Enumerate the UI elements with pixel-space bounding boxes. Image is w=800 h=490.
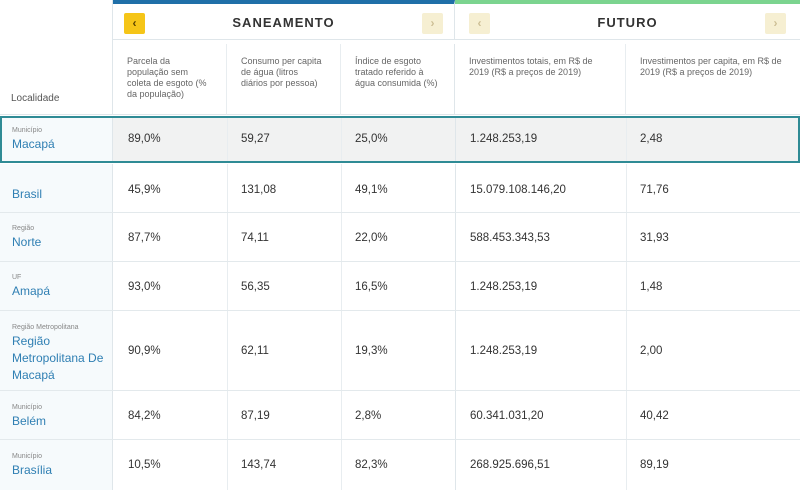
- saneamento-prev-button[interactable]: ‹: [124, 13, 145, 34]
- column-header[interactable]: Investimentos per capita, em R$ de 2019 …: [626, 44, 800, 115]
- location-link[interactable]: Região Metropolitana De Macapá: [12, 334, 104, 382]
- localidade-label: Localidade: [11, 93, 60, 104]
- cell-value: 62,11: [241, 345, 269, 357]
- futuro-prev-button[interactable]: ‹: [469, 13, 490, 34]
- table-row[interactable]: UF Amapá 93,0% 56,35 16,5% 1.248.253,19 …: [0, 262, 800, 311]
- cell-value: 49,1%: [355, 184, 388, 196]
- cell-value: 588.453.343,53: [470, 232, 550, 244]
- cell-value: 10,5%: [128, 459, 161, 471]
- table-row[interactable]: Região Metropolitana Região Metropolitan…: [0, 311, 800, 391]
- group-saneamento: ‹ SANEAMENTO ›: [113, 0, 455, 40]
- futuro-next-button[interactable]: ›: [765, 13, 786, 34]
- cell-value: 74,11: [241, 232, 269, 244]
- row-location[interactable]: Município Macapá: [0, 116, 113, 162]
- location-link[interactable]: Brasil: [12, 187, 43, 201]
- cell-value: 19,3%: [355, 345, 388, 357]
- table-row[interactable]: Município Brasília 10,5% 143,74 82,3% 26…: [0, 440, 800, 490]
- column-header[interactable]: Consumo per capita de água (litros diári…: [227, 44, 341, 115]
- location-type: Município: [12, 453, 42, 460]
- cell-value: 45,9%: [128, 184, 161, 196]
- localidade-header: Localidade: [0, 0, 113, 115]
- cell-value: 25,0%: [355, 133, 388, 145]
- table-row[interactable]: Brasil 45,9% 131,08 49,1% 15.079.108.146…: [0, 164, 800, 213]
- chevron-left-icon: ‹: [132, 16, 137, 30]
- cell-value: 268.925.696,51: [470, 459, 550, 471]
- location-link[interactable]: Amapá: [12, 284, 51, 298]
- cell-value: 87,19: [241, 410, 270, 422]
- row-location[interactable]: Município Brasília: [0, 440, 113, 490]
- cell-value: 2,8%: [355, 410, 382, 422]
- chevron-right-icon: ›: [773, 16, 778, 30]
- table-row[interactable]: Município Macapá 89,0% 59,27 25,0% 1.248…: [0, 116, 800, 163]
- cell-value: 1.248.253,19: [470, 133, 538, 145]
- cell-value: 1.248.253,19: [470, 345, 538, 357]
- chevron-right-icon: ›: [430, 16, 435, 30]
- cell-value: 87,7%: [128, 232, 161, 244]
- cell-value: 82,3%: [355, 459, 388, 471]
- column-header[interactable]: Índice de esgoto tratado referido à água…: [341, 44, 455, 115]
- cell-value: 1,48: [640, 281, 663, 293]
- row-location[interactable]: UF Amapá: [0, 262, 113, 310]
- cell-value: 93,0%: [128, 281, 161, 293]
- row-location[interactable]: Brasil: [0, 164, 113, 212]
- table-row[interactable]: Município Belém 84,2% 87,19 2,8% 60.341.…: [0, 391, 800, 440]
- cell-value: 2,48: [640, 133, 663, 145]
- cell-value: 71,76: [640, 184, 669, 196]
- location-link[interactable]: Belém: [12, 414, 47, 428]
- row-location[interactable]: Região Metropolitana Região Metropolitan…: [0, 311, 113, 390]
- cell-value: 59,27: [241, 133, 270, 145]
- cell-value: 60.341.031,20: [470, 410, 544, 422]
- chevron-left-icon: ‹: [477, 16, 482, 30]
- cell-value: 40,42: [640, 410, 669, 422]
- location-link[interactable]: Norte: [12, 235, 42, 249]
- cell-value: 31,93: [640, 232, 669, 244]
- location-type: UF: [12, 274, 22, 281]
- cell-value: 22,0%: [355, 232, 388, 244]
- saneamento-title: SANEAMENTO: [232, 15, 335, 30]
- location-type: Região: [12, 225, 35, 232]
- cell-value: 2,00: [640, 345, 663, 357]
- cell-value: 131,08: [241, 184, 277, 196]
- location-link[interactable]: Brasília: [12, 463, 53, 477]
- location-type: Município: [12, 127, 42, 134]
- location-link[interactable]: Macapá: [12, 137, 55, 151]
- row-location[interactable]: Região Norte: [0, 213, 113, 261]
- group-futuro: ‹ FUTURO ›: [455, 0, 800, 40]
- cell-value: 16,5%: [355, 281, 388, 293]
- location-type: Município: [12, 404, 42, 411]
- table-row[interactable]: Região Norte 87,7% 74,11 22,0% 588.453.3…: [0, 213, 800, 262]
- cell-value: 84,2%: [128, 410, 161, 422]
- cell-value: 90,9%: [128, 345, 161, 357]
- cell-value: 56,35: [241, 281, 270, 293]
- cell-value: 143,74: [241, 459, 277, 471]
- cell-value: 1.248.253,19: [470, 281, 538, 293]
- location-type: Região Metropolitana: [12, 324, 79, 331]
- futuro-title: FUTURO: [597, 15, 658, 30]
- cell-value: 15.079.108.146,20: [470, 184, 566, 196]
- row-location[interactable]: Município Belém: [0, 391, 113, 439]
- cell-value: 89,19: [640, 459, 669, 471]
- cell-value: 89,0%: [128, 133, 161, 145]
- column-header[interactable]: Investimentos totais, em R$ de 2019 (R$ …: [455, 44, 626, 115]
- saneamento-next-button[interactable]: ›: [422, 13, 443, 34]
- column-header[interactable]: Parcela da população sem coleta de esgot…: [113, 44, 227, 115]
